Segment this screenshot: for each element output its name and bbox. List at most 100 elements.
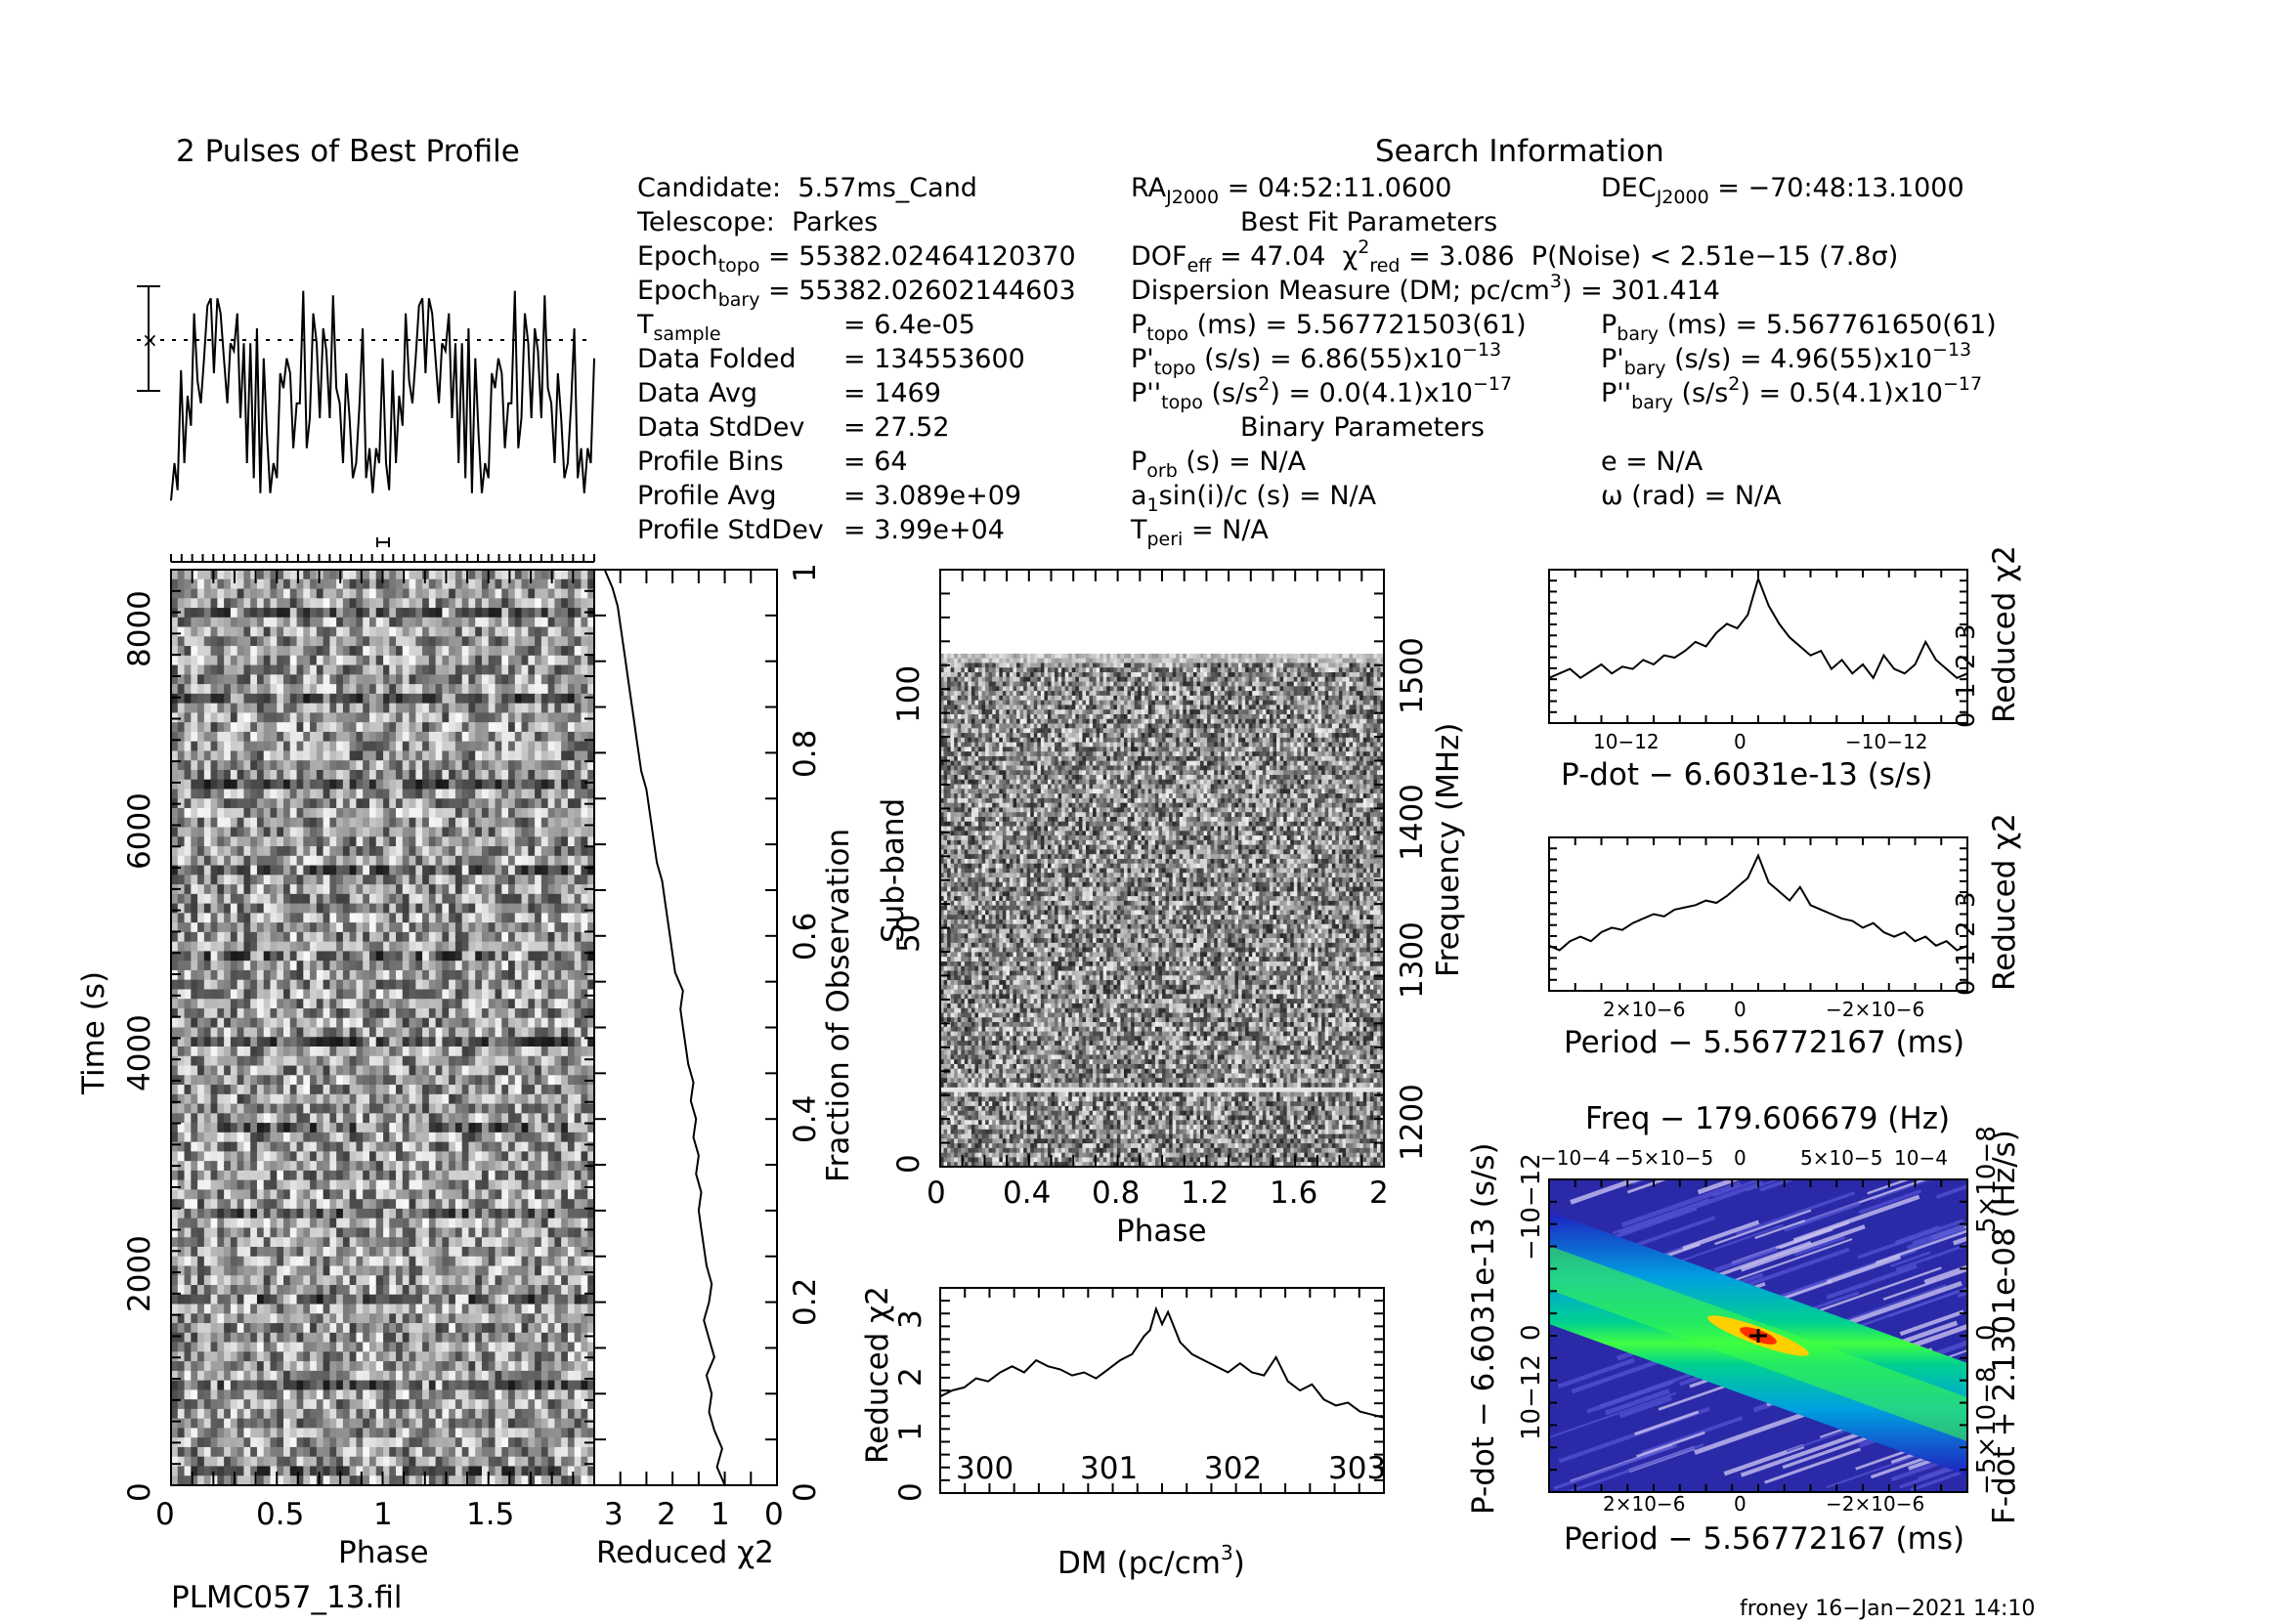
tsample-label: T [637, 310, 654, 340]
pp-ylabel-right: F-dot + 2.1301e-08 (Hz/s) [1987, 1130, 2022, 1524]
freq-ytick-3: 1500 [1395, 637, 1430, 714]
frac-ytick-2: 0.4 [788, 1095, 823, 1143]
period-pdot-heatmap [1549, 1131, 2112, 1492]
e-value: e = N/A [1601, 447, 1703, 477]
time-xtick-3: 1.5 [466, 1500, 514, 1529]
subband-phase-heatmap [940, 654, 1385, 1168]
folded-label: Data Folded [637, 344, 797, 374]
per-xtick-2: −2×10−6 [1826, 995, 1924, 1024]
pdbary-label: P' [1601, 344, 1624, 374]
epoch-topo-label: Epoch [637, 241, 718, 272]
pp-ytick-1: 0 [1517, 1324, 1546, 1341]
frac-xtick-0: 3 [604, 1500, 624, 1529]
dof-value: = 47.04 [1220, 241, 1326, 272]
freq-ytick-1: 1300 [1395, 921, 1430, 999]
folded-value: = 134553600 [843, 342, 1025, 376]
pddtopo-label: P'' [1131, 378, 1161, 408]
frac-ytick-4: 0.8 [788, 730, 823, 778]
omega-value: ω (rad) = N/A [1601, 481, 1782, 511]
frac-chi-frame [594, 570, 777, 1485]
sub-xtick-1: 0.4 [1003, 1178, 1051, 1208]
porb-value: (s) = N/A [1186, 447, 1306, 477]
pddbary-value-sup: 2 [1728, 373, 1740, 395]
dm-ytick-0: 0 [893, 1482, 928, 1502]
a1-value: sin(i)/c (s) = N/A [1159, 481, 1376, 511]
frac-xtick-3: 0 [764, 1500, 784, 1529]
frac-ytick-5: 1 [788, 563, 823, 582]
period-chi-line [1549, 856, 1967, 951]
binary-title: Binary Parameters [1240, 412, 1485, 443]
dec-value: = −70:48:13.1000 [1717, 173, 1963, 203]
time-ytick-2: 4000 [122, 1014, 157, 1091]
frac-ytick-1: 0.2 [788, 1278, 823, 1326]
pbary-value: (ms) = 5.567761650(61) [1667, 310, 1997, 340]
pdbary-value: (s/s) = 4.96(55)x10 [1674, 344, 1932, 374]
pavg-value: = 3.089e+09 [843, 479, 1021, 513]
ra-value: = 04:52:11.0600 [1228, 173, 1452, 203]
pdtopo-label: P' [1131, 344, 1154, 374]
dm-xlabel: DM (pc/cm3) [1057, 1538, 1245, 1578]
pp-xtop-0: −10−4 [1540, 1143, 1611, 1173]
chi-value: = 3.086 [1408, 241, 1515, 272]
freq-ytick-2: 1400 [1395, 784, 1430, 861]
time-ylabel: Time (s) [76, 971, 111, 1094]
tperi-sub: peri [1147, 529, 1184, 550]
frac-chi-line [605, 570, 725, 1485]
time-ytick-4: 8000 [122, 590, 157, 667]
sub-ytick-2: 100 [891, 665, 927, 723]
pp-xtop-2: 0 [1734, 1143, 1747, 1173]
candidate-label: Candidate: [637, 173, 781, 203]
pddtopo-sub: topo [1161, 392, 1203, 413]
per-xtick-1: 0 [1734, 995, 1747, 1024]
per-ylabel: Reduced χ2 [1987, 813, 2022, 991]
candidate-value: 5.57ms_Cand [798, 173, 977, 203]
a1-label: a [1131, 481, 1147, 511]
time-xtick-1: 0.5 [256, 1500, 304, 1529]
telescope-label: Telescope: [637, 207, 775, 237]
avg-value: = 1469 [843, 376, 941, 410]
pddbary-value-b: ) = 0.5(4.1)x10 [1740, 378, 1943, 408]
pdot-ytick-2: 2 [1952, 653, 1981, 669]
per-xtick-0: 2×10−6 [1603, 995, 1685, 1024]
dm-ytick-2: 2 [893, 1367, 928, 1387]
time-phase-heatmap [171, 570, 595, 1486]
per-ytick-3: 3 [1952, 891, 1981, 908]
chi-label: χ [1343, 241, 1359, 272]
pdot-ytick-1: 1 [1952, 682, 1981, 699]
pdot-xtick-0: 10−12 [1593, 727, 1660, 756]
freq-ylabel: Frequency (MHz) [1431, 722, 1466, 977]
dm-ytick-3: 3 [893, 1309, 928, 1329]
dm-line-sup: 3 [1550, 271, 1562, 292]
pdot-xlabel: P-dot − 6.6031e-13 (s/s) [1561, 760, 1933, 790]
profile-line [171, 291, 594, 501]
pp-xtop-1: −5×10−5 [1615, 1143, 1713, 1173]
pdot-chi-frame [1549, 570, 1967, 723]
std-label: Data StdDev [637, 412, 804, 443]
pddtopo-value-a: (s/s [1212, 378, 1259, 408]
time-ytick-1: 2000 [122, 1235, 157, 1312]
time-xtick-0: 0 [155, 1500, 175, 1529]
pp-xtop-3: 5×10−5 [1800, 1143, 1882, 1173]
pavg-label: Profile Avg [637, 481, 777, 511]
per-ytick-2: 2 [1952, 920, 1981, 937]
avg-label: Data Avg [637, 378, 757, 408]
pddbary-sub: bary [1631, 392, 1673, 413]
dm-xtick-1: 301 [1080, 1454, 1138, 1483]
per-ytick-0: 0 [1952, 979, 1981, 996]
time-xlabel: Phase [338, 1538, 429, 1567]
sub-xlabel: Phase [1116, 1217, 1207, 1246]
dof-label: DOF [1131, 241, 1187, 272]
ptopo-value: (ms) = 5.567721503(61) [1197, 310, 1527, 340]
info-col3: DECJ2000 = −70:48:13.1000 Pbary (ms) = 5… [1601, 171, 1997, 513]
pdot-xtick-1: 0 [1734, 727, 1747, 756]
epoch-bary-label: Epoch [637, 276, 718, 306]
per-ytick-1: 1 [1952, 950, 1981, 966]
epoch-topo-value: = 55382.02464120370 [768, 241, 1076, 272]
pddbary-value-a: (s/s [1682, 378, 1729, 408]
dm-chi-line [940, 1309, 1384, 1418]
porb-label: P [1131, 447, 1146, 477]
std-value: = 27.52 [843, 410, 950, 445]
dm-line-a: Dispersion Measure (DM; pc/cm [1131, 276, 1550, 306]
pdot-xtick-2: −10−12 [1845, 727, 1927, 756]
pdot-chi-line [1549, 578, 1967, 678]
